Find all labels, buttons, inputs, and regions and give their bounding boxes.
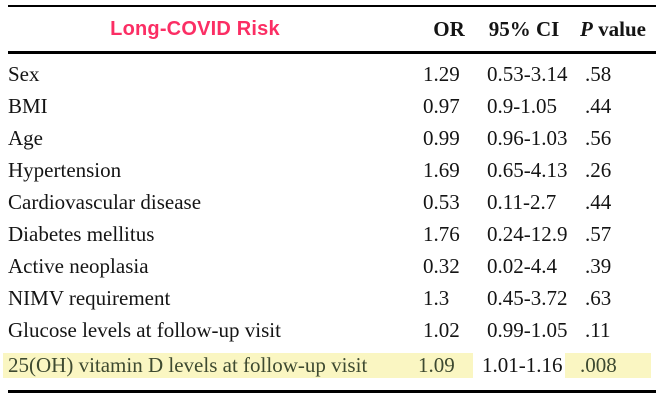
cell-ci: 0.9-1.05: [487, 93, 557, 118]
table-header-row: Long-COVID Risk OR 95% CI P value: [8, 7, 656, 54]
cell-pvalue: .44: [585, 93, 612, 118]
cell-pvalue: .58: [585, 61, 612, 86]
cell-or: 1.02: [423, 317, 460, 342]
cell-pvalue: .39: [585, 253, 612, 278]
table-row: Cardiovascular disease 0.53 0.11-2.7 .44: [8, 186, 656, 218]
cell-ci: 0.02-4.4: [487, 253, 557, 278]
row-label: Active neoplasia: [8, 253, 149, 278]
cell-or: 0.99: [423, 125, 460, 150]
row-label: NIMV requirement: [8, 285, 171, 310]
row-label: Sex: [8, 61, 40, 86]
cell-ci: 0.96-1.03: [487, 125, 568, 150]
cell-ci: 0.11-2.7: [487, 189, 557, 214]
table-body: Sex 1.29 0.53-3.14 .58 BMI 0.97 0.9-1.05 .44 Age…: [3, 54, 656, 393]
cell-or: 0.97: [423, 93, 460, 118]
cell-or: 1.29: [423, 61, 460, 86]
cell-pvalue: .11: [585, 317, 611, 342]
cell-ci: 0.53-3.14: [487, 61, 568, 86]
table-row: Active neoplasia 0.32 0.02-4.4 .39: [8, 250, 656, 282]
cell-or: 1.09: [415, 352, 473, 378]
cell-pvalue: .26: [585, 157, 612, 182]
cell-ci: 1.01-1.16: [482, 352, 563, 377]
table-row: Hypertension 1.69 0.65-4.13 .26: [8, 154, 656, 186]
cell-or: 1.76: [423, 221, 460, 246]
risk-table: Long-COVID Risk OR 95% CI P value Sex 1.2…: [3, 5, 656, 393]
row-label: Hypertension: [8, 157, 122, 182]
row-label: BMI: [8, 93, 48, 118]
column-header-p-italic: P: [580, 16, 593, 41]
cell-ci: 0.99-1.05: [487, 317, 568, 342]
cell-or: 1.3: [423, 285, 450, 310]
table-row: Age 0.99 0.96-1.03 .56: [8, 122, 656, 154]
row-label: Cardiovascular disease: [8, 189, 202, 214]
row-label: Age: [8, 125, 43, 150]
column-header-p-rest: value: [592, 16, 646, 41]
row-label: Diabetes mellitus: [8, 221, 155, 246]
cell-pvalue: .57: [585, 221, 612, 246]
cell-ci: 0.65-4.13: [487, 157, 568, 182]
cell-ci: 0.24-12.9: [487, 221, 568, 246]
cell-pvalue: .008: [565, 352, 651, 378]
table-title: Long-COVID Risk: [110, 17, 280, 40]
column-header-or: OR: [433, 16, 465, 41]
table-row: Glucose levels at follow-up visit 1.02 0.9…: [8, 314, 656, 346]
cell-or: 0.53: [423, 189, 460, 214]
cell-or: 0.32: [423, 253, 460, 278]
table-row: Sex 1.29 0.53-3.14 .58: [8, 58, 656, 90]
table-row: Diabetes mellitus 1.76 0.24-12.9 .57: [8, 218, 656, 250]
table-row: BMI 0.97 0.9-1.05 .44: [8, 90, 656, 122]
cell-pvalue: .56: [585, 125, 612, 150]
table-row: NIMV requirement 1.3 0.45-3.72 .63: [8, 282, 656, 314]
table-row: 25(OH) vitamin D levels at follow-up vis…: [3, 346, 656, 384]
row-label: Glucose levels at follow-up visit: [8, 317, 281, 342]
column-header-ci: 95% CI: [488, 16, 560, 41]
cell-or: 1.69: [423, 157, 460, 182]
cell-pvalue: .63: [585, 285, 612, 310]
cell-ci: 0.45-3.72: [487, 285, 568, 310]
cell-pvalue: .44: [585, 189, 612, 214]
column-header-pvalue: P value: [570, 17, 656, 42]
row-label: 25(OH) vitamin D levels at follow-up vis…: [3, 352, 415, 378]
